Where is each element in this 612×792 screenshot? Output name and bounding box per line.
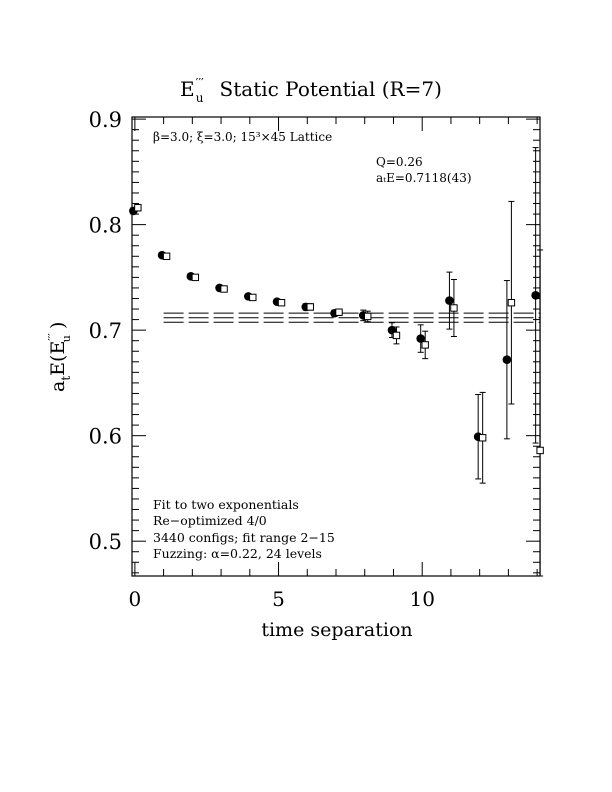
data-point-circle bbox=[502, 355, 512, 364]
fit-note-line-4: Fuzzing: α=0.22, 24 levels bbox=[153, 546, 322, 561]
y-label-middle: E(E bbox=[47, 341, 69, 376]
title-symbol-subscript: u bbox=[196, 91, 204, 105]
y-axis-label: atE(E′′′u ) bbox=[46, 322, 73, 392]
y-label-prefix: a bbox=[47, 381, 69, 392]
x-tick-label: 10 bbox=[409, 587, 434, 611]
y-tick-label: 0.6 bbox=[89, 425, 122, 449]
data-point-square bbox=[421, 341, 429, 349]
data-point-circle bbox=[416, 334, 425, 343]
x-axis-label: time separation bbox=[261, 619, 412, 641]
fit-note-line-3: 3440 configs; fit range 2−15 bbox=[153, 530, 335, 545]
y-tick-label: 0.9 bbox=[89, 108, 122, 132]
fit-note-line-2: Re−optimized 4/0 bbox=[153, 513, 267, 528]
y-label-prefix-sub: t bbox=[59, 376, 73, 381]
data-points bbox=[129, 147, 544, 577]
data-point-square bbox=[450, 304, 458, 312]
data-point-square bbox=[220, 285, 228, 293]
y-label-middle-sub: u bbox=[60, 335, 73, 342]
data-point-square bbox=[364, 312, 372, 321]
data-point-square bbox=[507, 299, 516, 307]
y-tick-label: 0.8 bbox=[89, 214, 122, 238]
ticks-layer: 0 5 10 0.5 0.6 0.7 0.8 0.9 bbox=[89, 108, 540, 611]
data-point-square bbox=[536, 446, 544, 455]
data-point-square bbox=[478, 434, 487, 442]
q-annotation: Q=0.26 bbox=[376, 155, 423, 169]
data-point-square bbox=[162, 252, 171, 260]
data-point-square bbox=[277, 299, 286, 307]
chart-title: E′′′ u Static Potential (R=7) bbox=[180, 76, 442, 105]
data-point-square bbox=[191, 273, 200, 282]
data-point-circle bbox=[531, 291, 540, 300]
data-point-square bbox=[392, 331, 401, 340]
fit-band bbox=[163, 312, 540, 323]
y-label-middle-sup: ′′′ bbox=[46, 333, 59, 341]
data-point-square bbox=[249, 293, 257, 302]
fit-note-line-1: Fit to two exponentials bbox=[153, 497, 299, 512]
energy-annotation: aₜE=0.7118(43) bbox=[376, 171, 472, 185]
x-tick-label: 0 bbox=[129, 587, 142, 611]
x-tick-label: 5 bbox=[272, 587, 285, 611]
data-point-circle bbox=[445, 296, 454, 305]
title-symbol: E bbox=[180, 77, 195, 101]
y-tick-label: 0.7 bbox=[89, 319, 122, 343]
data-point-square bbox=[134, 204, 142, 212]
data-point-square bbox=[306, 303, 314, 311]
y-label-suffix: ) bbox=[47, 322, 69, 335]
title-symbol-superscript: ′′′ bbox=[196, 76, 204, 90]
lattice-annotation: β=3.0; ξ=3.0; 15³×45 Lattice bbox=[153, 130, 332, 144]
data-point-square bbox=[335, 308, 343, 316]
title-text: Static Potential (R=7) bbox=[220, 77, 442, 101]
y-tick-label: 0.5 bbox=[89, 530, 122, 554]
